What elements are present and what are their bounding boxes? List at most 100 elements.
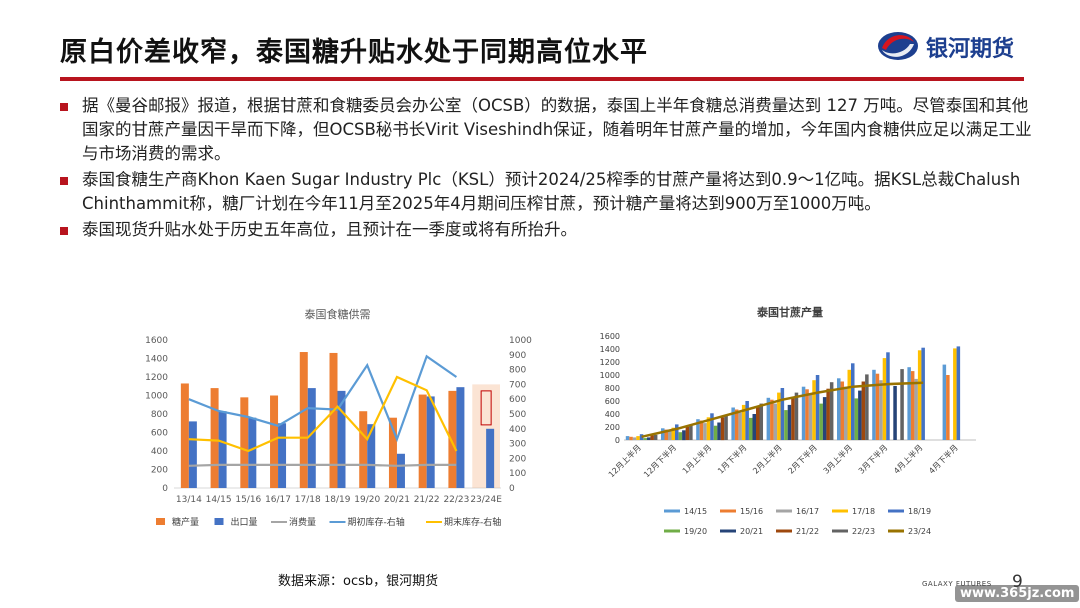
bar-17/18 <box>671 427 676 440</box>
x-tick-label: 15/16 <box>235 495 261 505</box>
y-tick-label: 1000 <box>145 392 168 402</box>
chart-thai-cane-output: 泰国甘蔗产量 0 200 400 600 800 1000 1200 1400 1600 12月上半… <box>600 305 976 536</box>
x-tick-label: 3月下半月 <box>856 442 889 475</box>
bar-出口量 <box>248 417 257 488</box>
y-tick-label: 800 <box>151 410 168 420</box>
line-消费量 <box>188 463 457 467</box>
bar-20/21 <box>717 422 721 440</box>
y-tick-label: 600 <box>605 397 620 406</box>
bar-22/23 <box>759 403 764 440</box>
bar-16/17 <box>808 394 813 440</box>
y2-tick-label: 800 <box>509 366 526 376</box>
bar-16/17 <box>738 412 742 440</box>
footer-brand: GALAXY FUTURES <box>922 580 992 588</box>
bar-16/17 <box>879 380 883 440</box>
legend-label: 15/16 <box>740 507 763 516</box>
bar-17/18 <box>917 350 922 440</box>
bar-17/18 <box>741 404 746 440</box>
bar-18/19 <box>675 424 679 440</box>
bar-14/15 <box>766 397 771 441</box>
chart-title: 泰国甘蔗产量 <box>756 305 823 319</box>
bar-21/22 <box>826 388 830 440</box>
bar-糖产量 <box>180 383 189 488</box>
bar-14/15 <box>625 436 630 440</box>
data-source: 数据来源：ocsb，银河期货 <box>278 574 439 589</box>
legend-label: 19/20 <box>684 527 707 536</box>
bar-19/20 <box>819 403 823 440</box>
bar-糖产量 <box>359 411 368 488</box>
galaxy-swirl-icon <box>878 32 918 60</box>
y-tick-label: 400 <box>151 447 168 457</box>
bar-16/17 <box>632 437 637 440</box>
watermark: www.365jz.com <box>955 585 1080 602</box>
y-tick-label: 1400 <box>145 355 168 365</box>
bar-出口量 <box>218 411 227 488</box>
x-tick-label: 21/22 <box>414 495 440 505</box>
legend-label: 21/22 <box>796 527 819 536</box>
bar-16/17 <box>914 378 918 440</box>
bar-15/16 <box>840 381 845 440</box>
legend-label: 期初库存-右轴 <box>348 516 405 528</box>
bar-15/16 <box>946 375 950 440</box>
y-tick-label: 0 <box>615 436 620 445</box>
legend-label: 出口量 <box>231 516 258 528</box>
bar-14/15 <box>942 364 947 440</box>
bar-14/15 <box>872 369 876 440</box>
bar-16/17 <box>844 386 848 440</box>
legend-label: 22/23 <box>852 527 875 536</box>
y-tick-label: 400 <box>605 410 620 419</box>
brand-logo: 银河期货 <box>876 24 1056 68</box>
bullet-item: 泰国现货升贴水处于历史五年高位，且预计在一季度或将有所抬升。 <box>58 218 1034 242</box>
legend-label: 23/24 <box>908 527 931 536</box>
page-title: 原白价差收窄，泰国糖升贴水处于同期高位水平 <box>60 37 648 68</box>
x-tick-label: 3月上半月 <box>821 442 854 475</box>
bar-20/21 <box>858 390 862 440</box>
bullet-text: 泰国现货升贴水处于历史五年高位，且预计在一季度或将有所抬升。 <box>82 220 577 239</box>
x-tick-label: 12月下半月 <box>641 442 678 479</box>
bar-糖产量 <box>448 390 457 488</box>
y2-tick-label: 900 <box>509 351 526 361</box>
bar-出口量 <box>396 453 405 488</box>
y2-tick-label: 1000 <box>509 336 532 346</box>
bar-21/22 <box>756 406 760 440</box>
bar-出口量 <box>337 390 346 488</box>
bar-21/22 <box>861 381 866 440</box>
x-tick-label: 17/18 <box>295 495 321 505</box>
bar-糖产量 <box>240 397 249 488</box>
bar-16/17 <box>773 403 778 440</box>
bullet-square-icon <box>60 177 68 185</box>
bar-出口量 <box>486 428 495 488</box>
y-tick-label: 800 <box>605 384 620 393</box>
bar-18/19 <box>815 375 820 440</box>
bar-14/15 <box>907 367 911 440</box>
y2-tick-label: 600 <box>509 395 526 405</box>
y-tick-label: 1000 <box>600 371 620 380</box>
bar-15/16 <box>805 389 809 440</box>
bar-20/21 <box>682 430 686 441</box>
bar-出口量 <box>278 423 287 488</box>
bar-21/22 <box>685 427 690 440</box>
x-tick-label: 1月上半月 <box>680 442 713 475</box>
bar-糖产量 <box>210 388 219 488</box>
bullet-item: 据《曼谷邮报》报道，根据甘蔗和食糖委员会办公室（OCSB）的数据，泰国上半年食糖… <box>58 94 1034 166</box>
bar-出口量 <box>367 424 376 488</box>
bar-14/15 <box>801 386 806 440</box>
line-23/24 <box>641 381 924 439</box>
bar-22/23 <box>653 434 658 440</box>
legend-label: 14/15 <box>684 507 707 516</box>
bar-19/20 <box>854 398 859 440</box>
x-tick-label: 13/14 <box>176 495 202 505</box>
bar-14/15 <box>696 419 700 440</box>
bar-15/16 <box>734 409 739 440</box>
bar-出口量 <box>456 387 465 488</box>
bar-16/17 <box>668 430 672 440</box>
y-tick-label: 0 <box>162 484 168 494</box>
bar-19/20 <box>643 438 647 440</box>
bullet-square-icon <box>60 227 68 235</box>
x-tick-label: 22/23 <box>443 495 469 505</box>
x-tick-label: 4月下半月 <box>927 442 960 475</box>
title-divider <box>60 77 1024 81</box>
y2-tick-label: 300 <box>509 440 526 450</box>
bar-19/20 <box>749 417 753 440</box>
bar-18/19 <box>886 352 890 441</box>
